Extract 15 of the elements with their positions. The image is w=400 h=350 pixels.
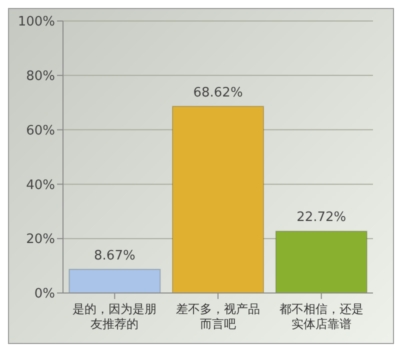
data-label: 68.62%	[193, 85, 243, 100]
x-tick-label: 差不多，视产品而言吧	[176, 302, 260, 331]
bar	[68, 268, 161, 293]
y-tick-label: 60%	[26, 123, 55, 138]
y-tick-label: 100%	[18, 14, 55, 30]
y-tick-label: 80%	[26, 69, 55, 84]
x-tick-label: 是的，因为是朋友推荐的	[72, 302, 157, 331]
y-tick-label: 40%	[26, 178, 55, 193]
data-label: 8.67%	[94, 248, 136, 264]
y-tick-label: 0%	[34, 286, 55, 302]
bar	[275, 230, 368, 293]
y-tick-label: 20%	[26, 232, 55, 248]
x-tick-label: 都不相信，还是实体店靠谱	[279, 302, 364, 331]
data-label: 22.72%	[296, 210, 346, 226]
bar	[172, 106, 264, 293]
